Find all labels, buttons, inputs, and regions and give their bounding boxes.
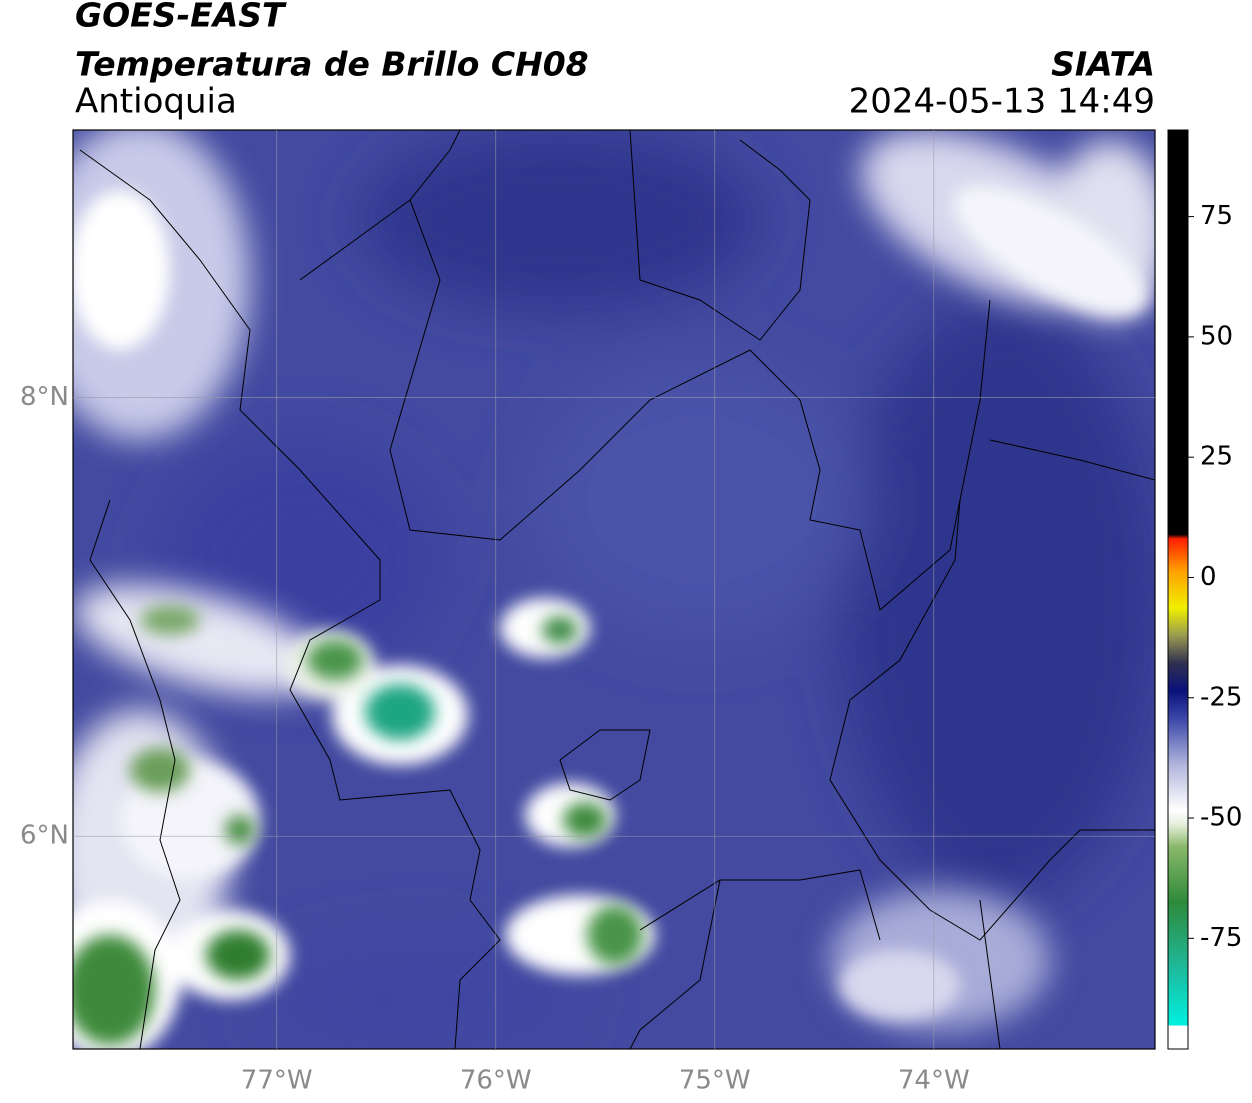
colorbar-tick-label: 25 [1200, 442, 1233, 472]
colorbar-tick-label: -50 [1200, 803, 1242, 833]
colorbar-tick-label: -25 [1200, 682, 1242, 712]
colorbar [1167, 129, 1189, 1050]
x-tick-label: 77°W [241, 1066, 313, 1096]
x-tick-label: 75°W [679, 1066, 751, 1096]
datetime-label: 2024-05-13 14:49 [849, 82, 1155, 122]
satellite-title: GOES-EAST [75, 0, 287, 35]
y-tick-label: 8°N [20, 382, 69, 412]
colorbar-tick-label: 50 [1200, 321, 1233, 351]
map-frame [72, 129, 1156, 1050]
y-tick-label: 6°N [20, 821, 69, 851]
x-tick-label: 74°W [898, 1066, 970, 1096]
x-tick-label: 76°W [460, 1066, 532, 1096]
region-label: Antioquia [75, 82, 237, 122]
source-label: SIATA [1051, 45, 1155, 84]
borders [79, 130, 1155, 1049]
colorbar-tick-label: -75 [1200, 923, 1242, 953]
product-title: Temperatura de Brillo CH08 [75, 45, 589, 84]
colorbar-tick-label: 0 [1200, 562, 1217, 592]
colorbar-tick-label: 75 [1200, 201, 1233, 231]
satellite-image [73, 130, 1155, 1049]
